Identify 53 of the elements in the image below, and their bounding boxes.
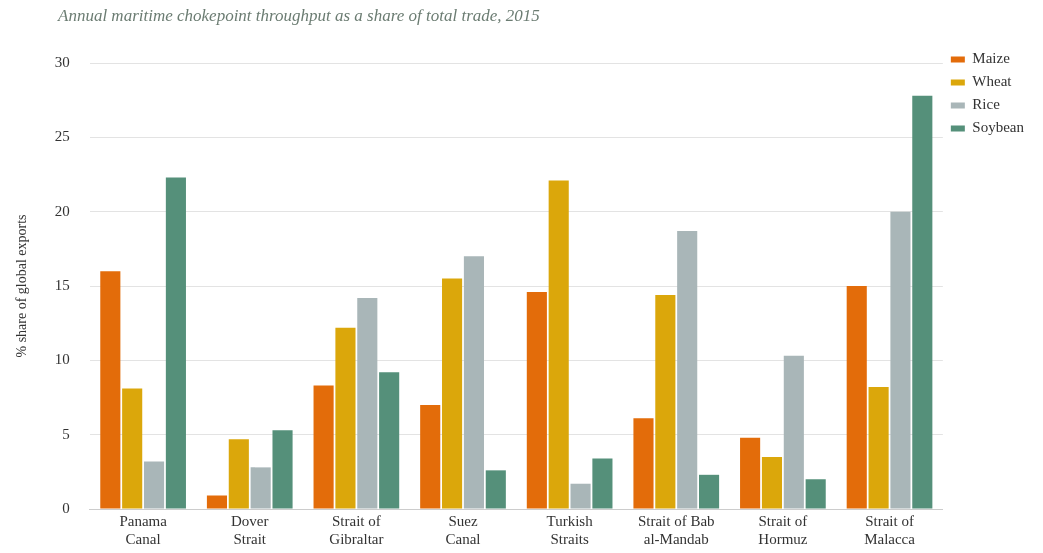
- x-tick-label: Dover Strait: [231, 512, 269, 547]
- bar: [570, 483, 591, 509]
- bar: [783, 355, 804, 509]
- bar: [761, 456, 783, 509]
- x-tick-label: Strait of Malacca: [864, 512, 916, 547]
- bar: [442, 278, 463, 509]
- y-tick-label: 15: [54, 276, 70, 293]
- bar: [868, 387, 889, 509]
- bar: [655, 294, 676, 509]
- y-tick-label: 10: [54, 351, 70, 368]
- y-tick-label: 30: [54, 53, 70, 70]
- bar: [740, 437, 761, 509]
- bar: [228, 439, 249, 509]
- x-tick-label: Strait of Gibraltar: [329, 512, 384, 547]
- bar: [165, 177, 186, 509]
- bar: [805, 479, 826, 509]
- bar: [890, 211, 911, 509]
- x-tick-label: Strait of Bab al-Mandab: [637, 512, 715, 547]
- bar: [548, 180, 569, 509]
- y-tick-label: 25: [54, 128, 70, 145]
- bar: [100, 271, 121, 509]
- x-tick-label: Turkish Straits: [546, 512, 594, 547]
- legend-label: Wheat: [972, 73, 1013, 90]
- x-tick-label: Suez Canal: [445, 512, 481, 547]
- legend-label: Rice: [972, 96, 1001, 113]
- bar: [379, 372, 400, 509]
- bar: [633, 418, 654, 509]
- bar: [463, 256, 484, 509]
- bar: [250, 467, 271, 509]
- legend-label: Maize: [972, 50, 1011, 67]
- x-tick-label: Panama Canal: [119, 512, 168, 547]
- bar: [526, 291, 547, 509]
- bar: [912, 95, 933, 509]
- bar: [122, 388, 143, 509]
- y-axis-title: % share of global exports: [14, 214, 30, 358]
- bar: [485, 470, 506, 509]
- y-tick-label: 20: [54, 202, 70, 219]
- bar: [699, 474, 720, 509]
- bar: [206, 495, 228, 509]
- x-tick-label: Strait of Hormuz: [758, 512, 808, 547]
- bar: [846, 286, 867, 509]
- bar: [143, 461, 165, 509]
- bar: [335, 327, 356, 509]
- bar: [592, 458, 613, 509]
- bar: [677, 230, 698, 509]
- bar: [272, 430, 293, 509]
- bar: [357, 297, 378, 509]
- legend-label: Soybean: [972, 119, 1025, 136]
- bar: [420, 404, 441, 509]
- y-tick-label: 0: [62, 499, 70, 516]
- chart-title: Annual maritime chokepoint throughput as a share of total trade, 2015: [58, 6, 540, 26]
- y-tick-label: 5: [62, 425, 70, 442]
- bar: [313, 385, 334, 509]
